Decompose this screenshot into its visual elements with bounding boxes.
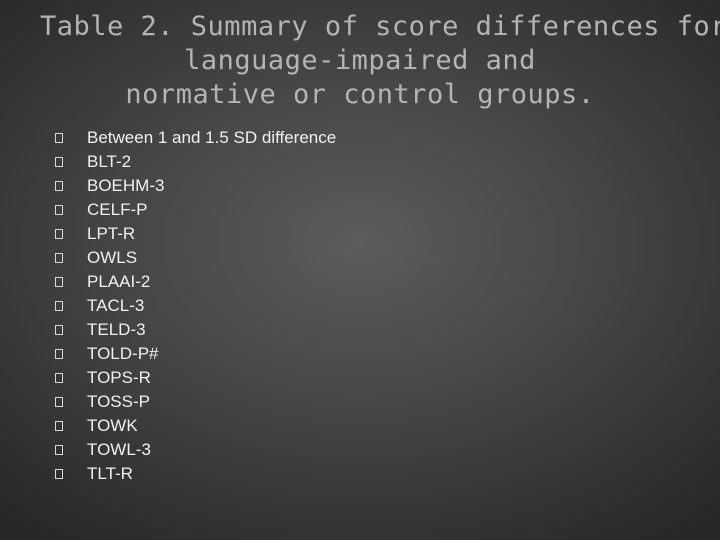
item-text: TOSS-P <box>87 392 150 411</box>
list-item: TLT-R <box>50 462 336 486</box>
list-item: TOLD-P# <box>50 342 336 366</box>
item-text: TOWL-3 <box>87 440 151 459</box>
title-line: Table 2. Summary of score differences fo… <box>40 11 720 42</box>
item-text: PLAAI-2 <box>87 272 151 291</box>
bullet <box>55 181 63 191</box>
list-item: Between 1 and 1.5 SD difference <box>50 126 336 150</box>
list-item: TOSS-P <box>50 390 336 414</box>
bullet <box>55 229 63 239</box>
bullet <box>55 469 63 479</box>
bullet <box>55 373 63 383</box>
item-text: Between 1 and 1.5 SD difference <box>87 128 337 147</box>
item-text: BLT-2 <box>87 152 132 171</box>
item-text: TACL-3 <box>87 296 145 315</box>
bullet <box>55 277 63 287</box>
bullet-list: Between 1 and 1.5 SD difference BLT-2 BOEH… <box>50 126 336 486</box>
bullet <box>55 325 63 335</box>
list-item: TOPS-R <box>50 366 336 390</box>
item-text: TOLD-P# <box>87 344 159 363</box>
item-text: BOEHM-3 <box>87 176 165 195</box>
bullet <box>55 397 63 407</box>
bullet <box>55 157 63 167</box>
list-item: TOWK <box>50 414 336 438</box>
title-line: normative or control groups. <box>125 79 595 110</box>
bullet <box>55 205 63 215</box>
list-item: TACL-3 <box>50 294 336 318</box>
list-item: PLAAI-2 <box>50 270 336 294</box>
bullet <box>55 301 63 311</box>
title-line: language-impaired and <box>184 45 536 76</box>
bullet <box>55 349 63 359</box>
bullet <box>55 133 63 143</box>
list-item: TOWL-3 <box>50 438 336 462</box>
item-text: TLT-R <box>87 464 133 483</box>
item-text: CELF-P <box>87 200 148 219</box>
item-text: TELD-3 <box>87 320 146 339</box>
list-item: BLT-2 <box>50 150 336 174</box>
list-item: CELF-P <box>50 198 336 222</box>
item-text: TOPS-R <box>87 368 151 387</box>
bullet <box>55 421 63 431</box>
list-item: LPT-R <box>50 222 336 246</box>
bullet <box>55 253 63 263</box>
bullet <box>55 445 63 455</box>
list-item: BOEHM-3 <box>50 174 336 198</box>
list-item: TELD-3 <box>50 318 336 342</box>
item-text: TOWK <box>87 416 138 435</box>
title: Table 2. Summary of score differences fo… <box>40 10 720 112</box>
item-text: OWLS <box>87 248 138 267</box>
list-item: OWLS <box>50 246 336 270</box>
item-text: LPT-R <box>87 224 136 243</box>
